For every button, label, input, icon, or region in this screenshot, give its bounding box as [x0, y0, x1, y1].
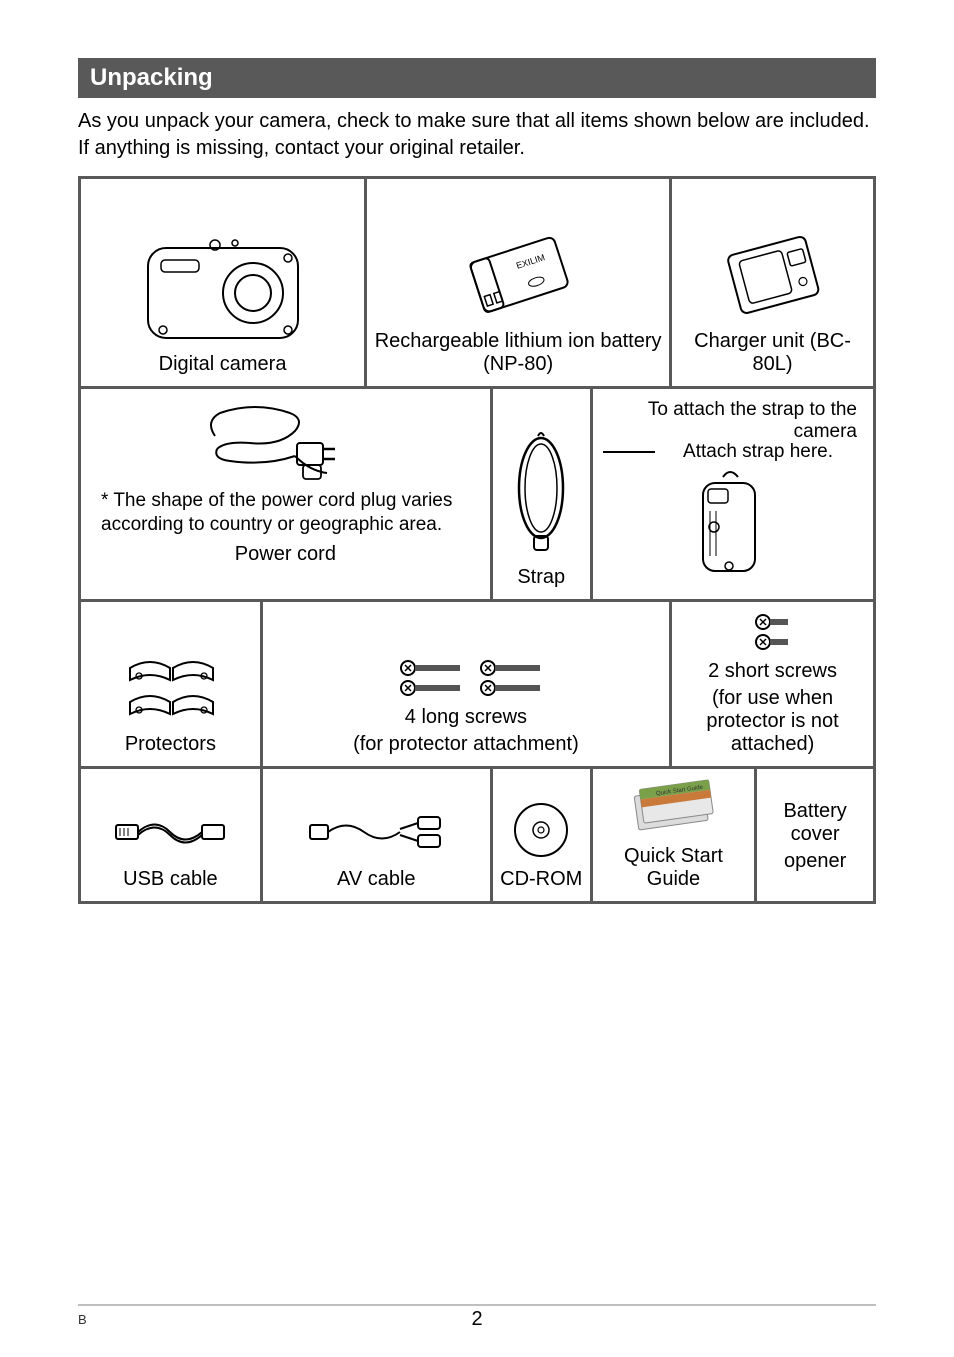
cell-long-screws: 4 long screws (for protector attachment)	[261, 601, 670, 768]
camera-caption: Digital camera	[87, 353, 358, 376]
cell-charger: Charger unit (BC-80L)	[671, 178, 875, 388]
battery-icon: EXILIM	[373, 227, 663, 322]
cord-caption: Power cord	[87, 543, 484, 566]
footer-left: B	[78, 1312, 87, 1327]
qsg-icon: Quick Start Guide	[599, 777, 749, 837]
page-number: 2	[471, 1308, 482, 1331]
cell-short-screws: 2 short screws (for use when protector i…	[671, 601, 875, 768]
intro-text: As you unpack your camera, check to make…	[78, 108, 876, 162]
protectors-caption: Protectors	[87, 733, 254, 756]
opener-line1: Battery cover	[763, 800, 867, 846]
short-screws-line1: 2 short screws	[678, 660, 867, 683]
cell-battery: EXILIM Rechargeable lithium ion battery …	[366, 178, 671, 388]
short-screws-line2: (for use when protector is not attached)	[678, 687, 867, 756]
cell-cdrom: CD-ROM	[491, 768, 591, 903]
protectors-icon	[87, 650, 254, 725]
charger-caption: Charger unit (BC-80L)	[678, 330, 867, 376]
long-screws-line1: 4 long screws	[269, 706, 663, 729]
battery-caption: Rechargeable lithium ion battery (NP-80)	[373, 330, 663, 376]
cord-note: * The shape of the power cord plug varie…	[87, 489, 484, 537]
section-header: Unpacking	[78, 58, 876, 98]
cdrom-caption: CD-ROM	[499, 868, 584, 891]
cdrom-icon	[499, 800, 584, 860]
cell-opener: Battery cover opener	[756, 768, 875, 903]
svg-text:EXILIM: EXILIM	[515, 252, 546, 271]
strap-icon	[499, 428, 584, 558]
cell-protectors: Protectors	[80, 601, 262, 768]
cell-strap: Strap	[491, 388, 591, 601]
usb-icon	[87, 805, 254, 860]
short-screws-icon	[678, 610, 867, 652]
strap-caption: Strap	[499, 566, 584, 589]
qsg-caption: Quick Start Guide	[599, 845, 749, 891]
long-screws-icon	[269, 656, 663, 698]
cell-usb: USB cable	[80, 768, 262, 903]
opener-line2: opener	[763, 850, 867, 873]
av-caption: AV cable	[269, 868, 484, 891]
usb-caption: USB cable	[87, 868, 254, 891]
strap-annot-line	[603, 451, 655, 453]
av-icon	[269, 805, 484, 860]
long-screws-line2: (for protector attachment)	[269, 733, 663, 756]
cell-camera: Digital camera	[80, 178, 366, 388]
camera-side-icon	[599, 471, 867, 581]
cell-power-cord: * The shape of the power cord plug varie…	[80, 388, 492, 601]
strap-annot: Attach strap here.	[683, 441, 833, 463]
strap-top-text: To attach the strap to the camera	[599, 399, 867, 443]
page-footer: B 2	[78, 1304, 876, 1327]
items-table: Digital camera EXILIM R	[78, 176, 876, 904]
charger-icon	[678, 227, 867, 322]
cell-strap-attach: To attach the strap to the camera Attach…	[591, 388, 874, 601]
power-cord-icon	[87, 401, 484, 481]
cell-qsg: Quick Start Guide Quick Start Guide	[591, 768, 756, 903]
cell-av: AV cable	[261, 768, 491, 903]
camera-icon	[87, 230, 358, 345]
